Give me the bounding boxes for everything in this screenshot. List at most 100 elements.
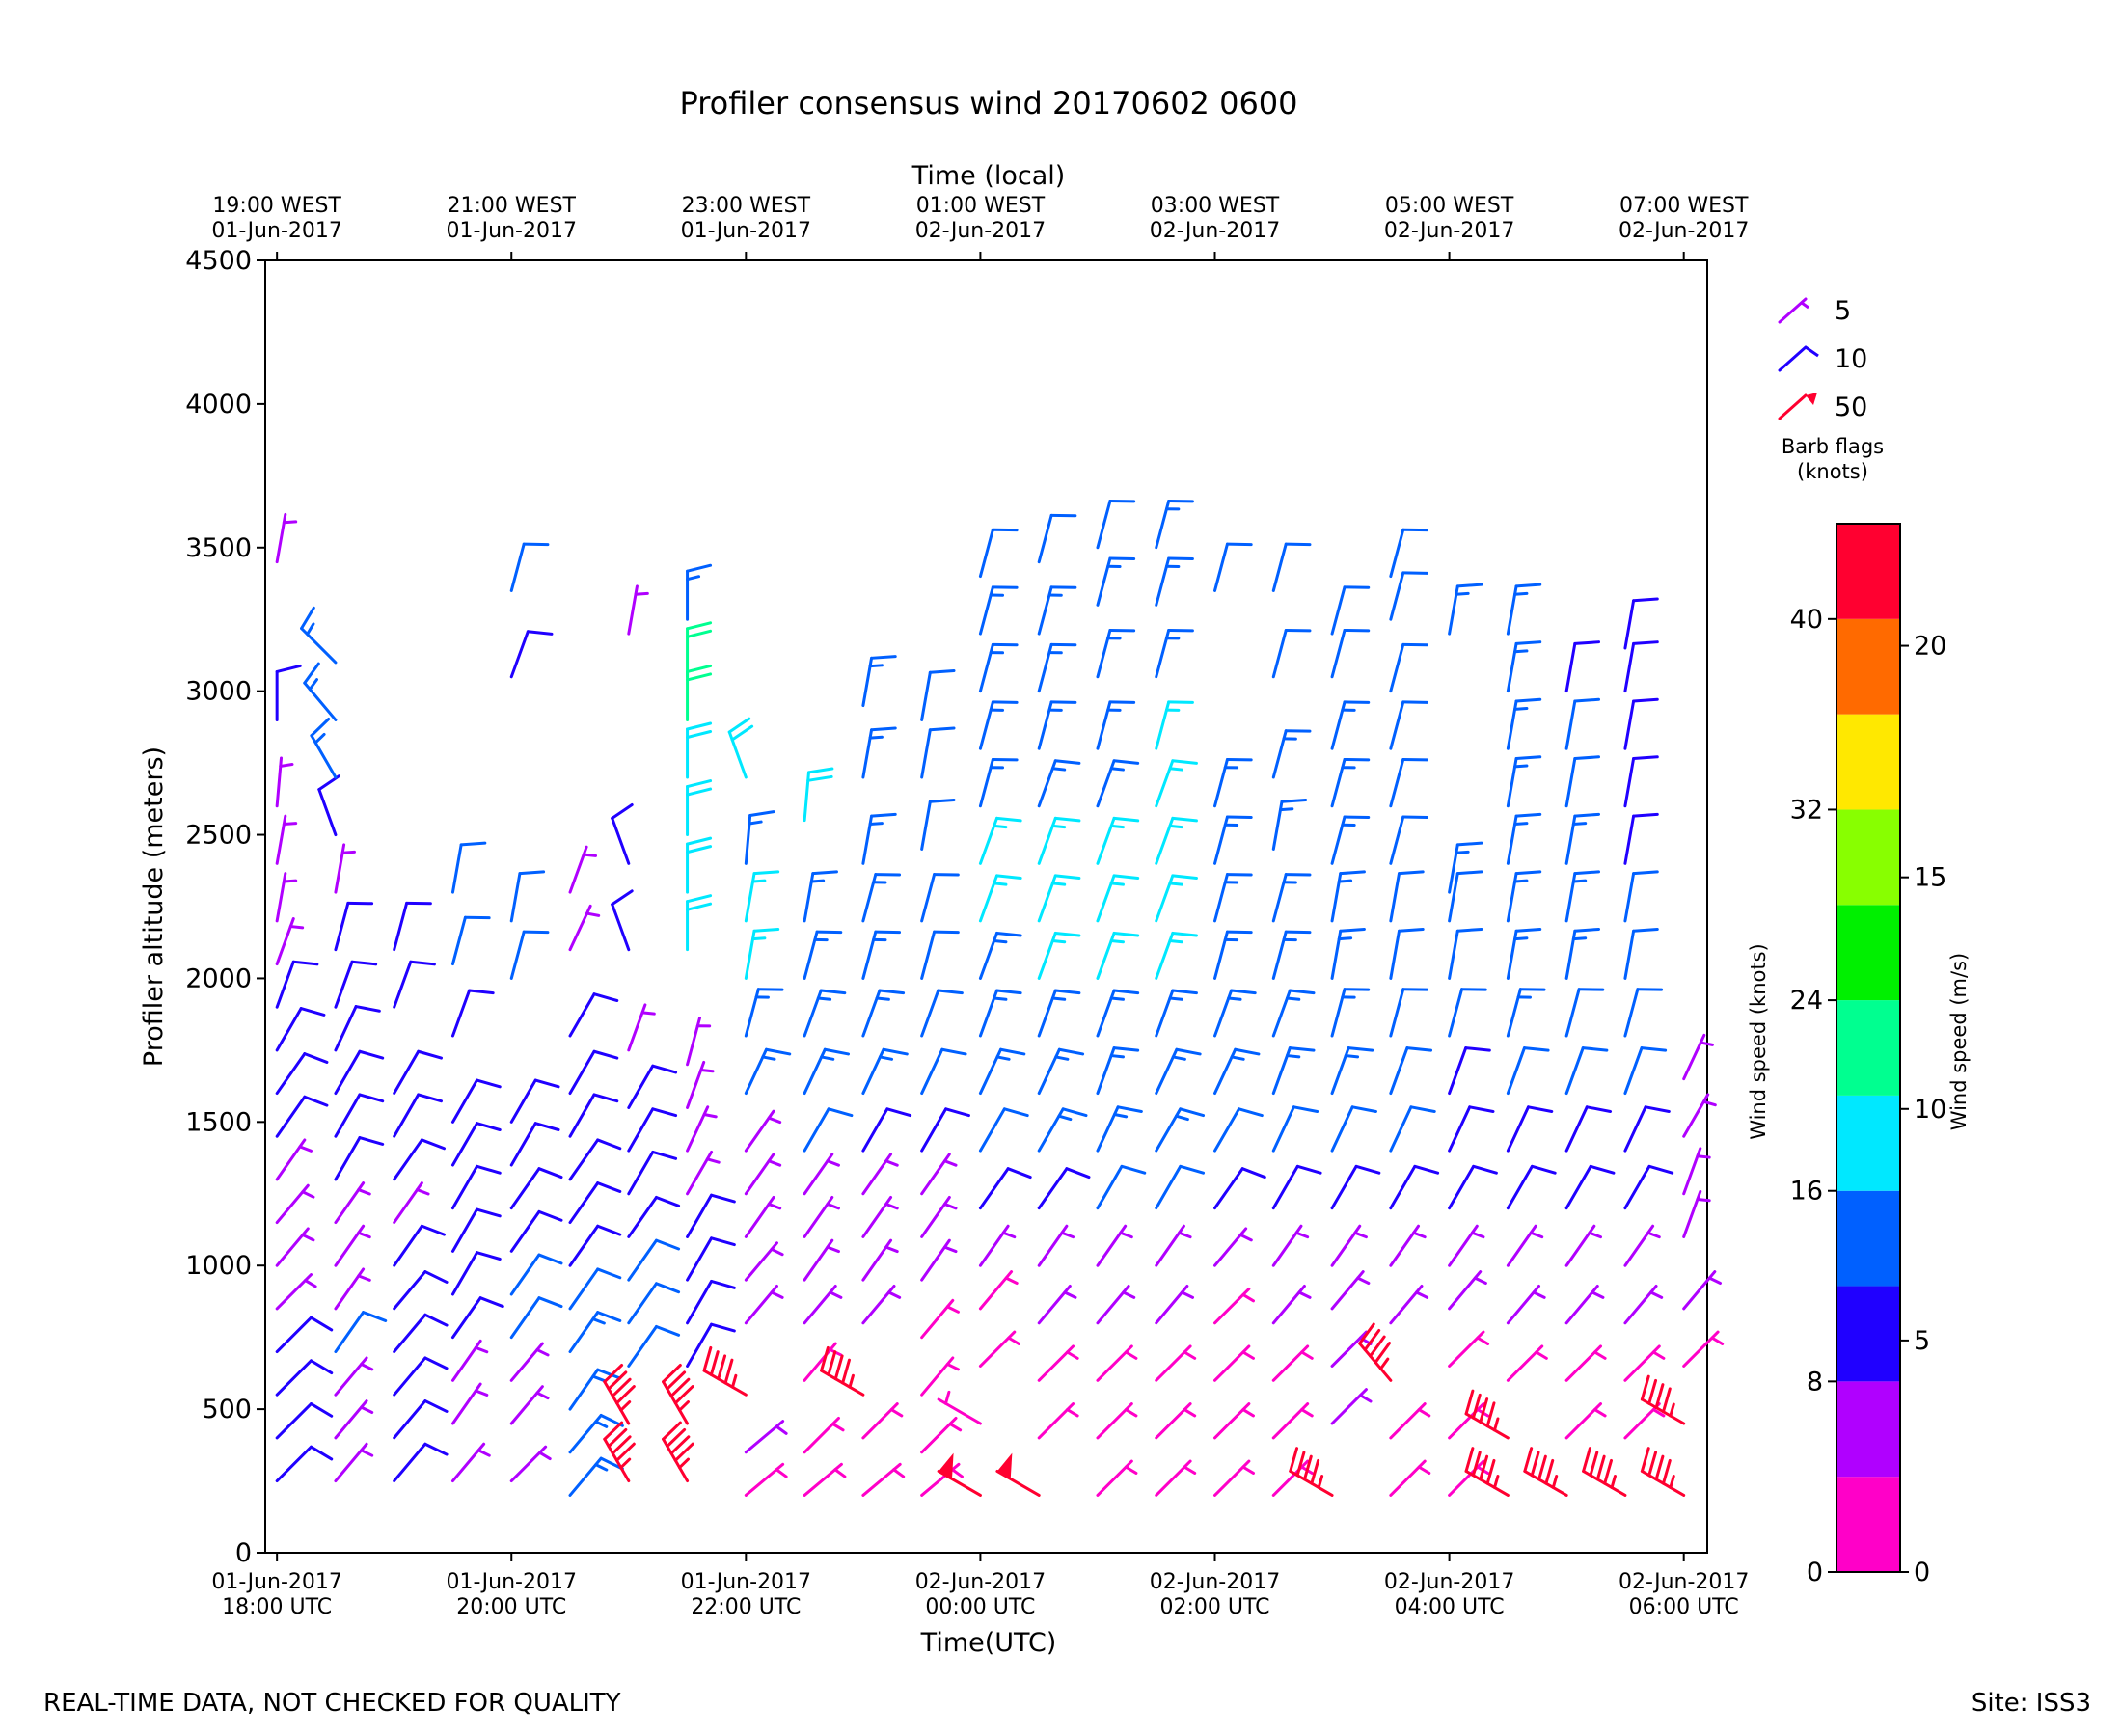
barb-staff (509, 1167, 541, 1210)
barb-full (870, 655, 897, 660)
colorbar-band (1836, 618, 1900, 715)
wind-barb (1506, 1164, 1557, 1210)
colorbar-band (1836, 1000, 1900, 1096)
wind-barb (1448, 1270, 1487, 1311)
wind-barb (1155, 816, 1198, 865)
barb-half (816, 996, 832, 1001)
barb-full (1295, 1164, 1322, 1175)
wind-barb (393, 1093, 443, 1138)
barb-half (887, 1290, 902, 1299)
barb-full (1514, 927, 1542, 933)
barb-full (1530, 1451, 1540, 1478)
wind-barb (1096, 1164, 1147, 1210)
barb-legend-caption-2: (knots) (1797, 460, 1868, 483)
wind-barb (1506, 583, 1542, 636)
wind-barb (920, 873, 960, 923)
wind-barb (803, 1153, 840, 1196)
barb-full (928, 798, 956, 803)
barb-full (654, 1282, 681, 1294)
barb-full (1288, 989, 1316, 995)
colorbar-ms-label: 0 (1914, 1558, 1930, 1587)
barb-half (360, 1362, 374, 1371)
barb-staff (1271, 1164, 1299, 1210)
wind-barb (1564, 640, 1601, 693)
wind-barb (1623, 1046, 1668, 1096)
barb-full (1002, 1107, 1029, 1118)
barb-half (1701, 1099, 1717, 1107)
barb-full (1573, 927, 1601, 933)
wind-barb (275, 512, 298, 564)
x-tick-label-date: 02-Jun-2017 (915, 1570, 1046, 1594)
wind-barb (1682, 1270, 1722, 1311)
wind-barb (1389, 1224, 1427, 1267)
barb-half (360, 1405, 374, 1415)
barb-staff (1389, 988, 1405, 1038)
wind-barb (920, 1107, 970, 1153)
barb-half (1379, 1357, 1390, 1370)
barb-half (535, 1391, 550, 1400)
wind-barb (303, 662, 338, 721)
barb-half (770, 1290, 784, 1299)
wind-barb (393, 1049, 443, 1096)
barb-staff (450, 989, 472, 1038)
barb-full (1632, 640, 1659, 645)
barb-half (1551, 1475, 1559, 1489)
barb-staff (1037, 513, 1053, 564)
barb-full (1112, 874, 1140, 880)
wind-barb (686, 563, 713, 621)
barb-full (1544, 1458, 1555, 1485)
barb-full (1339, 870, 1366, 876)
barb-half (1513, 706, 1529, 711)
colorbar-band (1836, 1095, 1900, 1191)
barb-full (1347, 1046, 1374, 1052)
barb-full (1369, 1335, 1386, 1358)
barb-full (686, 629, 713, 638)
barb-full (1171, 759, 1198, 765)
top-x-tick-label-date: 02-Jun-2017 (915, 219, 1046, 243)
barb-full (423, 1313, 449, 1327)
barb-full (596, 1311, 622, 1322)
barb-full (1647, 1164, 1674, 1175)
axes-layer: 0 500 1000 1500 2000 2500 3000 3500 4000 4500 01-J… (185, 194, 1749, 1619)
barb-half (995, 1055, 1011, 1061)
barb-full (686, 721, 713, 731)
barb-half (1285, 996, 1301, 1001)
wind-barb (1213, 1107, 1264, 1153)
barb-full (1405, 1046, 1433, 1052)
barb-staff (450, 1078, 478, 1124)
top-x-tick-label-date: 02-Jun-2017 (1384, 219, 1514, 243)
barb-half (1415, 1290, 1429, 1299)
barb-full (1514, 870, 1542, 876)
barb-full (615, 1442, 636, 1462)
wind-barb (509, 1209, 563, 1253)
barb-half (751, 879, 767, 883)
barb-half (1066, 1350, 1079, 1360)
barb-full (995, 989, 1022, 995)
barb-half (993, 824, 1008, 829)
wind-barb (920, 1153, 958, 1196)
barb-full (669, 1377, 691, 1397)
barb-full (995, 874, 1022, 880)
barb-half (1054, 1055, 1070, 1061)
wind-barb (1448, 988, 1487, 1038)
wind-barb (1389, 1046, 1433, 1096)
wind-barb (1271, 628, 1312, 679)
barb-full (1514, 697, 1542, 703)
wind-barb (1155, 1164, 1206, 1210)
barb-full (526, 630, 554, 636)
barb-staff (611, 903, 631, 952)
barb-half (833, 1468, 847, 1478)
barb-half (535, 1348, 550, 1357)
barb-full (710, 1193, 736, 1204)
barb-staff (803, 1107, 830, 1153)
barb-staff (1389, 528, 1405, 579)
wind-barb (978, 585, 1019, 636)
barb-half (820, 1055, 835, 1061)
barb-half (1356, 1276, 1371, 1286)
x-tick-label-date: 02-Jun-2017 (1619, 1570, 1749, 1594)
barb-full (1280, 798, 1308, 803)
barb-staff (450, 1122, 478, 1167)
barb-full (596, 1267, 622, 1280)
barb-legend-caption-1: Barb flags (1782, 435, 1884, 458)
wind-barb (611, 889, 634, 952)
